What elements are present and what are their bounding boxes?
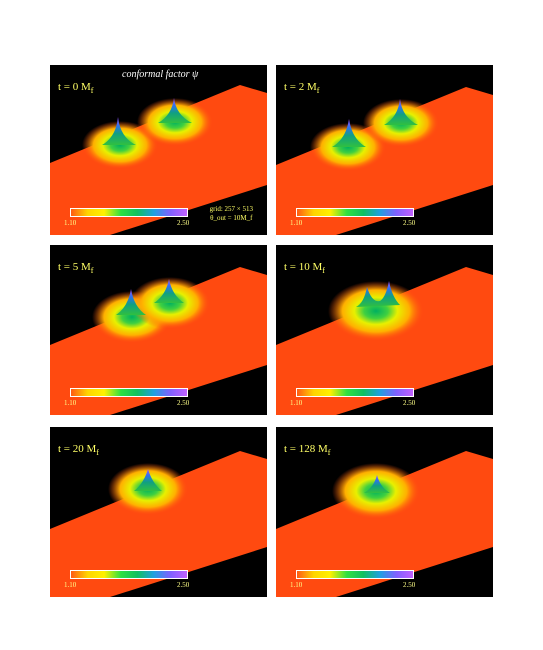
peak-right bbox=[154, 279, 184, 303]
panel-t0: conformal factor ψ t = 0 Mf grid: 257 × … bbox=[50, 65, 267, 235]
colorbar-max: 2.50 bbox=[177, 399, 190, 407]
colorbar bbox=[70, 570, 188, 579]
peak-right bbox=[158, 98, 192, 123]
figure-caption: conformal factor ψ bbox=[122, 69, 199, 80]
peak-pair bbox=[356, 281, 400, 307]
time-label: t = 5 Mf bbox=[58, 261, 94, 276]
surface-plot bbox=[50, 267, 267, 415]
colorbar-max: 2.50 bbox=[403, 581, 416, 589]
surface-plot bbox=[50, 85, 267, 235]
colorbar-max: 2.50 bbox=[177, 581, 190, 589]
colorbar-min: 1.10 bbox=[290, 399, 303, 407]
panel-t128: t = 128 Mf 1.10 2.50 bbox=[276, 427, 493, 597]
colorbar-max: 2.50 bbox=[177, 219, 190, 227]
time-label: t = 20 Mf bbox=[58, 443, 99, 458]
panel-t2: t = 2 Mf 1.10 2.50 bbox=[276, 65, 493, 235]
colorbar bbox=[70, 388, 188, 397]
surface-plot bbox=[50, 451, 267, 597]
colorbar bbox=[296, 570, 414, 579]
colorbar bbox=[70, 208, 188, 217]
time-label: t = 2 Mf bbox=[284, 81, 320, 96]
panel-t20: t = 20 Mf 1.10 2.50 bbox=[50, 427, 267, 597]
colorbar-max: 2.50 bbox=[403, 399, 416, 407]
grid-info: grid: 257 × 513 θ_out = 10M_f bbox=[209, 205, 253, 222]
panel-t5: t = 5 Mf 1.10 2.50 bbox=[50, 245, 267, 415]
surface-plot bbox=[276, 267, 493, 415]
time-label: t = 10 Mf bbox=[284, 261, 325, 276]
panel-t10: t = 10 Mf 1.10 2.50 bbox=[276, 245, 493, 415]
colorbar-max: 2.50 bbox=[403, 219, 416, 227]
surface-plot bbox=[276, 87, 493, 235]
colorbar bbox=[296, 388, 414, 397]
colorbar-min: 1.10 bbox=[64, 219, 77, 227]
peak-right bbox=[384, 99, 418, 125]
peak-merged bbox=[364, 475, 390, 493]
colorbar-min: 1.10 bbox=[64, 581, 77, 589]
peak-left bbox=[332, 119, 366, 147]
surface-plot bbox=[276, 451, 493, 597]
colorbar-min: 1.10 bbox=[290, 219, 303, 227]
peak-merged bbox=[134, 469, 162, 491]
time-label: t = 0 Mf bbox=[58, 81, 94, 96]
colorbar bbox=[296, 208, 414, 217]
peak-left bbox=[116, 289, 146, 315]
time-label: t = 128 Mf bbox=[284, 443, 331, 458]
colorbar-min: 1.10 bbox=[64, 399, 77, 407]
peak-left bbox=[102, 117, 136, 145]
colorbar-min: 1.10 bbox=[290, 581, 303, 589]
